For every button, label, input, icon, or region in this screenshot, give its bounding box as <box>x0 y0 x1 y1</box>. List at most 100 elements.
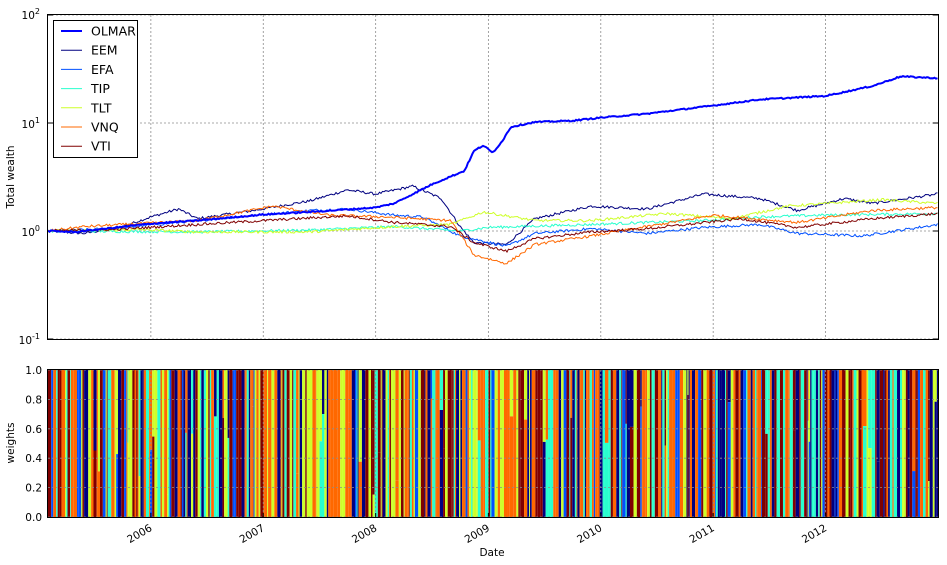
weight-bar <box>398 370 401 517</box>
weight-bar <box>403 370 405 517</box>
weight-bar <box>686 370 688 517</box>
weight-bar <box>447 370 452 517</box>
weight-bar <box>180 370 182 517</box>
weight-bar <box>66 370 68 517</box>
weight-bar-segment <box>477 440 481 517</box>
weight-bar-segment <box>395 370 399 481</box>
weight-bar <box>850 370 853 517</box>
weight-bar <box>721 370 726 517</box>
weight-bar <box>488 370 491 517</box>
weight-bar-segment <box>93 450 97 517</box>
weight-bar-segment <box>348 370 351 423</box>
weight-bar <box>128 370 131 517</box>
weight-bar <box>435 370 437 517</box>
weight-bar <box>485 370 489 517</box>
weight-bar-segment <box>629 370 634 427</box>
weight-bar <box>469 370 472 517</box>
weight-bar <box>626 370 630 517</box>
weight-bar <box>822 370 825 517</box>
weight-bar-segment <box>358 461 362 517</box>
weight-bar <box>236 370 239 517</box>
weight-bar <box>856 370 859 517</box>
weight-bar <box>193 370 196 517</box>
weight-bar <box>507 370 510 517</box>
legend-label-tlt: TLT <box>90 100 112 115</box>
weight-bar-segment <box>222 418 225 517</box>
weights-y-ticks: 0.0 0.2 0.4 0.6 0.8 1.0 <box>25 365 42 524</box>
weight-bar <box>271 370 275 517</box>
weight-bar <box>683 370 687 517</box>
weight-bar <box>411 370 414 517</box>
weight-bar <box>531 370 536 517</box>
weight-bar <box>829 370 832 517</box>
weight-bar-segment <box>374 370 378 416</box>
weight-bar-segment <box>629 426 634 517</box>
weight-bar <box>420 370 425 517</box>
weight-bar <box>199 370 202 517</box>
weight-bar <box>553 370 556 517</box>
weight-bar <box>382 370 386 517</box>
weight-bar-segment <box>868 370 872 449</box>
weight-bar-segment <box>687 394 689 517</box>
weight-bar <box>853 370 857 517</box>
weight-bar <box>169 370 172 517</box>
weight-bar <box>286 370 290 517</box>
weight-bar <box>361 370 366 517</box>
weight-bar-segment <box>863 370 867 427</box>
weight-bar <box>848 370 851 517</box>
weight-bar <box>530 370 532 517</box>
weight-bar-segment <box>138 370 141 477</box>
weight-bar <box>615 370 617 517</box>
weight-bar-segment <box>150 370 153 450</box>
weight-bar <box>96 370 98 517</box>
weight-bar-segment <box>222 370 225 419</box>
weight-bar <box>168 370 170 517</box>
weight-bar <box>738 370 741 517</box>
weight-bar-segment <box>251 370 254 407</box>
weight-bar <box>852 370 854 517</box>
weight-bar-segment <box>321 370 325 414</box>
weight-bar <box>107 370 112 517</box>
weight-bar <box>733 370 736 517</box>
weight-bar <box>595 370 598 517</box>
weight-bar <box>82 370 84 517</box>
weight-bar <box>771 370 775 517</box>
weight-bar <box>354 370 357 517</box>
weight-bar <box>920 370 924 517</box>
weight-bar <box>274 370 278 517</box>
weight-bar <box>205 370 209 517</box>
weight-bar <box>767 370 770 517</box>
weight-bar <box>679 370 684 517</box>
weight-bar <box>641 370 643 517</box>
weight-bar <box>171 370 175 517</box>
weight-bar <box>483 370 486 517</box>
weights-chart: 0.00.20.40.60.81.0 2006 2007 2008 2009 2010 2… <box>5 365 939 559</box>
weight-bar <box>473 370 477 517</box>
weight-bar-segment <box>570 370 573 418</box>
weight-bar <box>675 370 678 517</box>
weight-bar-segment <box>127 442 129 517</box>
weight-bar <box>516 370 519 517</box>
weight-bar-segment <box>227 437 230 517</box>
weight-bar <box>137 370 139 517</box>
weight-bar <box>743 370 747 517</box>
weight-bar <box>453 370 456 517</box>
weight-bar <box>244 370 246 517</box>
weight-bar <box>645 370 648 517</box>
weight-bar <box>145 370 150 517</box>
weight-bar <box>813 370 816 517</box>
weight-bar <box>218 370 223 517</box>
weight-bar <box>84 370 89 517</box>
weight-bar <box>735 370 739 517</box>
weight-bar <box>65 370 67 517</box>
weight-bar <box>292 370 294 517</box>
weight-bar-segment <box>477 370 481 441</box>
legend-label-eem: EEM <box>91 43 118 58</box>
weight-bar-segment <box>430 370 433 399</box>
weight-bar <box>892 370 894 517</box>
weight-bar <box>842 370 846 517</box>
weight-bar <box>804 370 807 517</box>
weight-bar <box>701 370 703 517</box>
weight-bar <box>380 370 382 517</box>
